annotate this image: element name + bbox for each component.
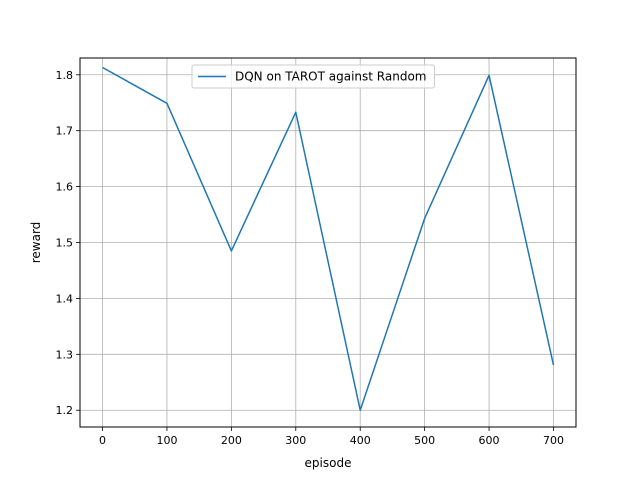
y-tick-label: 1.2 xyxy=(56,404,74,417)
x-tick-label: 700 xyxy=(543,434,564,447)
series-line xyxy=(102,66,555,411)
x-tick-label: 300 xyxy=(285,434,306,447)
x-tick-label: 500 xyxy=(414,434,435,447)
legend-box xyxy=(191,64,435,89)
y-tick-label: 1.5 xyxy=(56,237,74,250)
x-tick-label: 400 xyxy=(350,434,371,447)
y-tick-label: 1.4 xyxy=(56,292,74,305)
x-tick-label: 600 xyxy=(479,434,500,447)
x-tick-label: 200 xyxy=(221,434,242,447)
y-tick-label: 1.6 xyxy=(56,181,74,194)
y-axis-label: reward xyxy=(29,222,43,264)
x-tick-label: 100 xyxy=(156,434,177,447)
series-lines xyxy=(102,66,555,411)
legend: DQN on TAROT against Random xyxy=(191,64,435,89)
x-axis-label: episode xyxy=(305,456,352,470)
x-axis-ticks: 0 100 200 300 400 500 600 700 xyxy=(99,427,564,447)
legend-entry-label: DQN on TAROT against Random xyxy=(235,70,427,84)
y-tick-label: 1.3 xyxy=(56,348,74,361)
x-tick-label: 0 xyxy=(99,434,106,447)
y-tick-label: 1.7 xyxy=(56,125,74,138)
y-tick-label: 1.8 xyxy=(56,69,74,82)
y-axis-ticks: 1.2 1.3 1.4 1.5 1.6 1.7 1.8 xyxy=(56,69,80,417)
